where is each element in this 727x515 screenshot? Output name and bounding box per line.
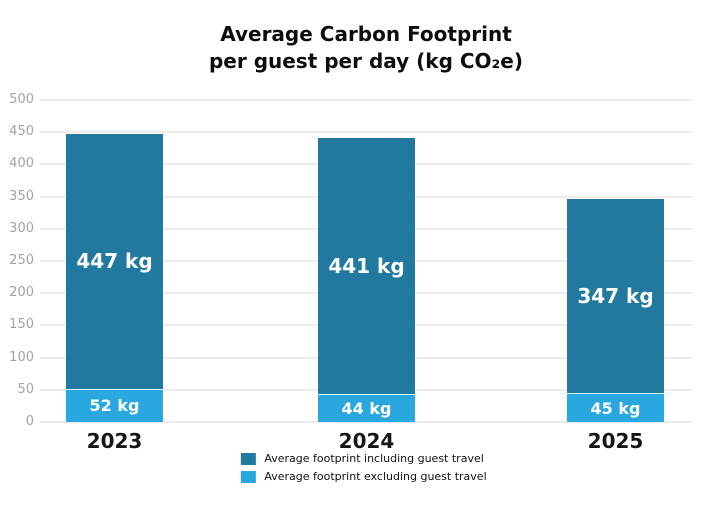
bar-excluding-2023: 52 kg (66, 388, 163, 422)
y-tick-label-400: 400 (9, 156, 34, 172)
y-tick-label-350: 350 (9, 188, 34, 204)
bar-excluding-2024: 44 kg (318, 393, 415, 422)
bar-including-2023 (66, 134, 163, 422)
gridline-0 (40, 421, 692, 423)
gridline-450 (40, 131, 692, 134)
legend-excluding-swatch (240, 470, 256, 483)
chart-title: Average Carbon Footprint per guest per d… (40, 21, 692, 75)
y-tick-label-500: 500 (9, 92, 34, 107)
y-tick-label-250: 250 (9, 253, 34, 268)
chart-title-line1: Average Carbon Footprint (220, 22, 512, 46)
y-tick-label-300: 300 (9, 220, 34, 236)
bar-value-label-including: 447 kg (76, 249, 153, 274)
x-tick-label-2025: 2025 (587, 429, 644, 453)
y-tick-label-200: 200 (9, 285, 34, 301)
y-tick-label-150: 150 (9, 317, 34, 333)
bar-value-label-excluding: 44 kg (341, 398, 392, 418)
legend-excluding-label: Average footprint excluding guest travel (264, 470, 487, 483)
x-tick-label-2023: 2023 (86, 429, 143, 453)
bar-excluding-2025: 45 kg (567, 393, 664, 422)
gridline-500 (40, 99, 692, 101)
legend-row-excluding: Average footprint excluding guest travel (240, 470, 487, 483)
bar-group-2023: 447 kg 52 kg (66, 134, 163, 422)
bar-value-label-excluding: 45 kg (590, 398, 641, 418)
bar-including-2024 (318, 138, 415, 422)
bar-value-label-excluding: 52 kg (89, 396, 140, 416)
legend: Average footprint including guest travel… (240, 452, 487, 483)
legend-row-including: Average footprint including guest travel (240, 452, 486, 465)
bar-including-2025 (567, 198, 664, 422)
legend-including-label: Average footprint including guest travel (264, 452, 484, 465)
bar-group-2024: 441 kg 44 kg (318, 138, 415, 422)
bar-value-label-including: 347 kg (577, 283, 654, 308)
y-tick-label-50: 50 (17, 381, 34, 397)
bar-group-2025: 347 kg 45 kg (567, 198, 664, 422)
y-tick-label-450: 450 (9, 124, 34, 140)
legend-including-swatch (240, 452, 256, 465)
bar-including-label-zone: 441 kg (318, 138, 415, 394)
bar-including-label-zone: 447 kg (66, 134, 163, 388)
bar-value-label-including: 441 kg (328, 253, 405, 278)
x-tick-label-2024: 2024 (338, 429, 395, 453)
y-tick-label-0: 0 (25, 414, 34, 429)
y-tick-label-100: 100 (9, 349, 34, 365)
plot-area: 447 kg 52 kg 2023 441 kg 44 kg 2024 347 kg 45 k… (40, 99, 692, 453)
bar-including-label-zone: 347 kg (567, 199, 664, 393)
chart-title-line2: per guest per day (kg CO₂e) (208, 49, 524, 73)
